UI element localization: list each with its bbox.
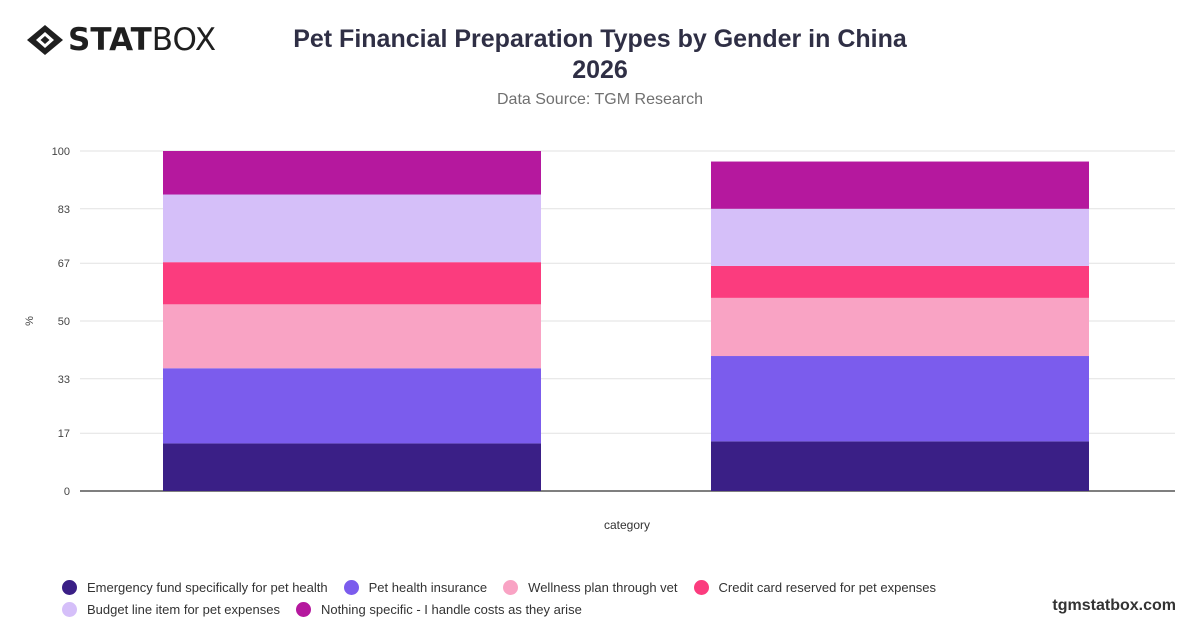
legend-swatch: [503, 579, 519, 595]
bar-segment: [163, 151, 541, 195]
chart-title: Pet Financial Preparation Types by Gende…: [200, 24, 1000, 86]
chart-title-line2: 2026: [572, 56, 628, 84]
bar-segment: [711, 297, 1089, 357]
legend-item[interactable]: Pet health insurance: [343, 578, 488, 596]
legend-swatch: [295, 601, 311, 617]
legend-swatch: [62, 579, 77, 595]
bar-segment: [163, 368, 541, 444]
watermark: tgmstatbox.com: [1052, 597, 1176, 614]
y-tick-label: 17: [58, 428, 70, 440]
y-tick-label: 67: [58, 258, 70, 270]
legend-item[interactable]: Credit card reserved for pet expenses: [693, 578, 937, 596]
chart-legend: Emergency fund specifically for pet heal…: [62, 578, 1162, 618]
bar-segment: [163, 194, 541, 263]
bar-segment: [711, 441, 1089, 491]
legend-swatch: [693, 579, 709, 595]
legend-label: Credit card reserved for pet expenses: [718, 579, 937, 595]
logo-text: STATBOX: [68, 22, 216, 58]
bar-segment: [711, 265, 1089, 298]
statbox-logo: STATBOX: [26, 22, 216, 58]
logo-text-light: BOX: [151, 22, 217, 58]
legend-swatch: [62, 601, 77, 617]
legend-item[interactable]: Budget line item for pet expenses: [62, 600, 280, 618]
chart-subtitle: Data Source: TGM Research: [496, 91, 703, 108]
legend-item[interactable]: Nothing specific - I handle costs as the…: [295, 600, 582, 618]
chart-title-line1: Pet Financial Preparation Types by Gende…: [293, 25, 907, 53]
bar-segment: [163, 443, 541, 491]
diamond-logo-icon: [27, 25, 63, 55]
y-tick-label: 83: [58, 204, 70, 216]
y-tick-label: 100: [52, 146, 70, 158]
legend-label: Pet health insurance: [368, 579, 488, 595]
stacked-bar-chart: 0 17 33 50 67 83 100% category: [24, 146, 1175, 532]
bar-segment: [711, 208, 1089, 266]
legend-item[interactable]: Emergency fund specifically for pet heal…: [62, 578, 328, 596]
bar-segment: [711, 161, 1089, 209]
bar-segment: [163, 262, 541, 305]
y-tick-label: 33: [58, 374, 70, 386]
bar-segment: [163, 304, 541, 369]
legend-label: Nothing specific - I handle costs as the…: [320, 601, 582, 617]
y-tick-label: 50: [58, 316, 70, 328]
legend-label: Emergency fund specifically for pet heal…: [87, 579, 328, 595]
y-tick-label: 0: [64, 486, 70, 498]
legend-item[interactable]: Wellness plan through vet: [503, 578, 678, 596]
legend-label: Wellness plan through vet: [528, 579, 678, 595]
legend-swatch: [343, 579, 359, 595]
legend-label: Budget line item for pet expenses: [87, 601, 280, 617]
logo-text-bold: STAT: [68, 22, 152, 58]
y-axis-label: %: [24, 316, 36, 326]
x-axis-label: category: [604, 518, 650, 532]
bar-segment: [711, 356, 1089, 442]
